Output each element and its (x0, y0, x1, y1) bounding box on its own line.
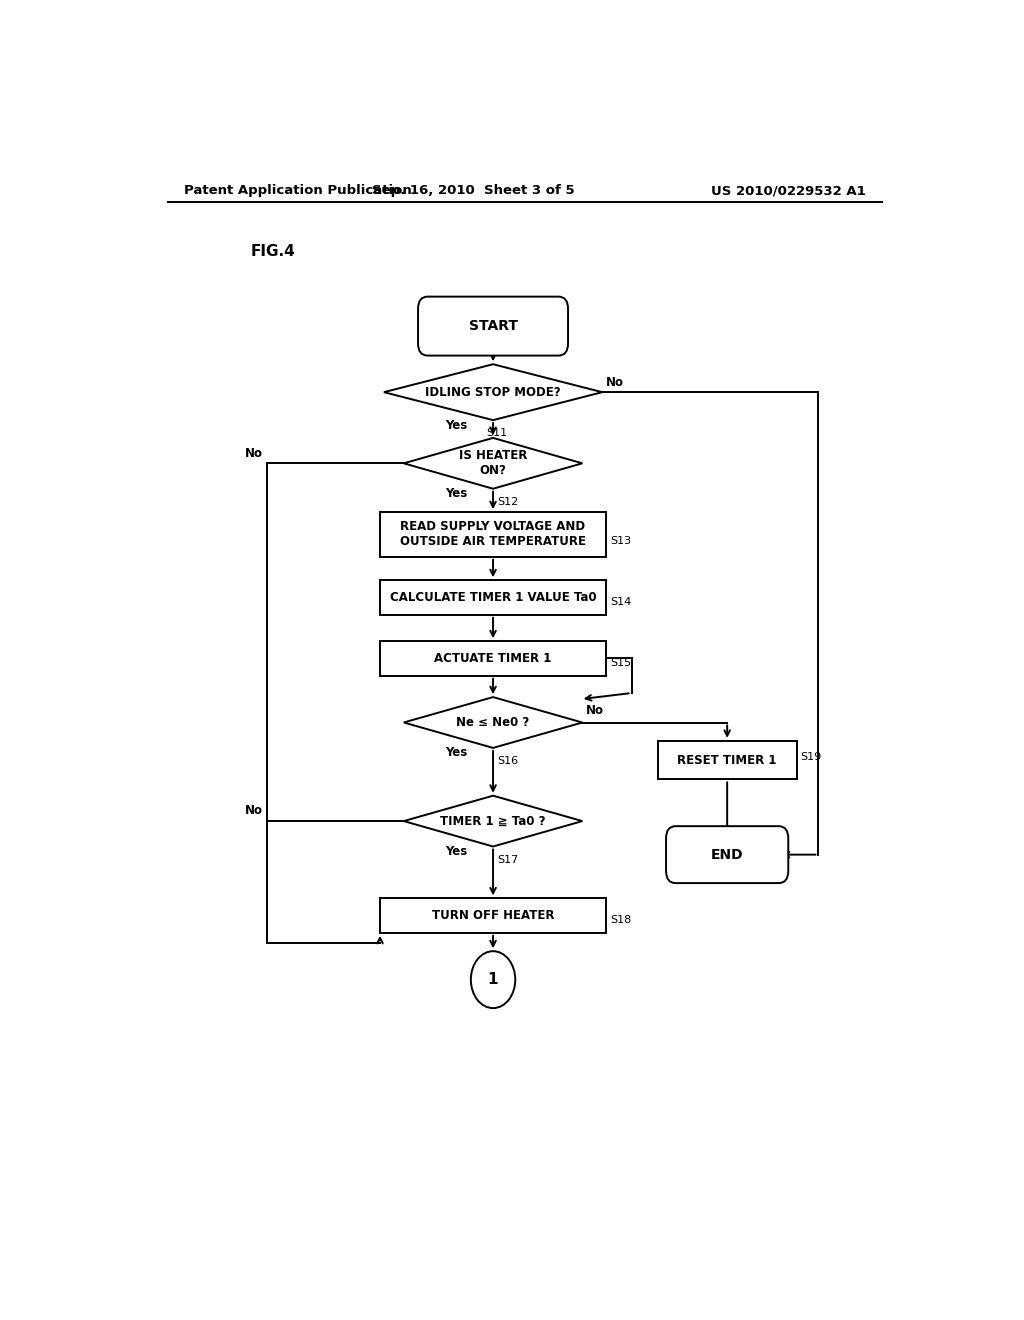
Text: Yes: Yes (445, 418, 468, 432)
Text: CALCULATE TIMER 1 VALUE Ta0: CALCULATE TIMER 1 VALUE Ta0 (390, 591, 596, 605)
Text: ACTUATE TIMER 1: ACTUATE TIMER 1 (434, 652, 552, 665)
Bar (380, 899, 606, 933)
Text: Yes: Yes (445, 845, 468, 858)
Polygon shape (384, 364, 602, 420)
Text: RESET TIMER 1: RESET TIMER 1 (678, 754, 777, 767)
Text: Yes: Yes (445, 487, 468, 500)
Text: S12: S12 (497, 496, 518, 507)
Bar (657, 741, 797, 779)
Bar (380, 642, 606, 676)
Text: Ne ≤ Ne0 ?: Ne ≤ Ne0 ? (457, 715, 529, 729)
FancyBboxPatch shape (666, 826, 788, 883)
Polygon shape (403, 438, 583, 488)
Text: FIG.4: FIG.4 (251, 244, 296, 260)
Text: TURN OFF HEATER: TURN OFF HEATER (432, 909, 554, 923)
Polygon shape (403, 697, 583, 748)
FancyBboxPatch shape (418, 297, 568, 355)
Bar (380, 512, 606, 557)
Text: No: No (245, 446, 263, 459)
Text: No: No (587, 704, 604, 717)
Text: TIMER 1 ≧ Ta0 ?: TIMER 1 ≧ Ta0 ? (440, 814, 546, 828)
Text: IDLING STOP MODE?: IDLING STOP MODE? (425, 385, 561, 399)
Text: Sep. 16, 2010  Sheet 3 of 5: Sep. 16, 2010 Sheet 3 of 5 (372, 185, 574, 198)
Text: END: END (711, 847, 743, 862)
Text: S11: S11 (486, 428, 508, 438)
Text: S16: S16 (497, 756, 518, 766)
Text: S15: S15 (610, 657, 631, 668)
Text: Yes: Yes (445, 747, 468, 759)
Text: S14: S14 (610, 597, 632, 607)
Text: IS HEATER
ON?: IS HEATER ON? (459, 449, 527, 478)
Text: No: No (245, 804, 263, 817)
Text: START: START (469, 319, 517, 333)
Polygon shape (403, 796, 583, 846)
Text: S19: S19 (801, 752, 822, 762)
Text: READ SUPPLY VOLTAGE AND
OUTSIDE AIR TEMPERATURE: READ SUPPLY VOLTAGE AND OUTSIDE AIR TEMP… (400, 520, 586, 549)
Bar (380, 581, 606, 615)
Circle shape (471, 952, 515, 1008)
Text: US 2010/0229532 A1: US 2010/0229532 A1 (712, 185, 866, 198)
Text: 1: 1 (487, 972, 499, 987)
Text: S17: S17 (497, 855, 518, 865)
Text: S13: S13 (610, 536, 631, 545)
Text: Patent Application Publication: Patent Application Publication (183, 185, 412, 198)
Text: No: No (606, 375, 625, 388)
Text: S18: S18 (610, 915, 632, 925)
